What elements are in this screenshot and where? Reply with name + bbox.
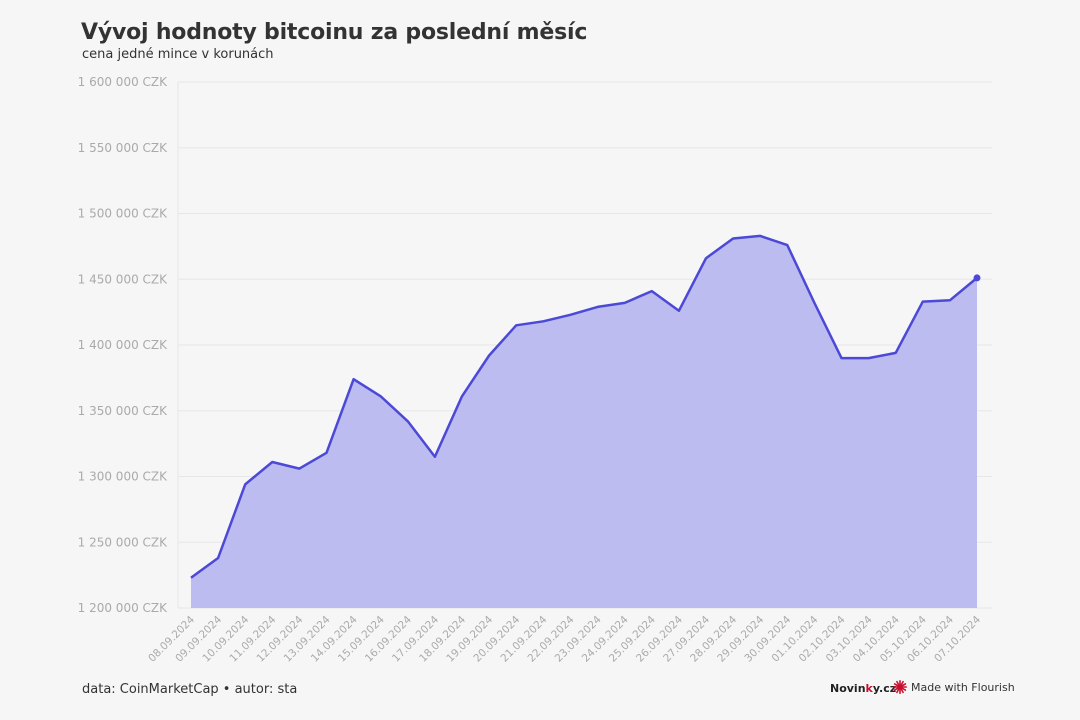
flourish-label: Made with Flourish [911, 680, 1015, 694]
chart-subtitle: cena jedné mince v korunách [82, 47, 274, 62]
brand-main: Novin [830, 682, 866, 695]
area-fill [191, 235, 977, 608]
data-point[interactable] [867, 356, 871, 360]
data-point[interactable] [433, 455, 437, 459]
data-point[interactable] [352, 377, 356, 381]
data-point[interactable] [839, 356, 843, 360]
y-tick-label: 1 250 000 CZK [78, 535, 168, 549]
series-line [190, 234, 978, 579]
data-point[interactable] [921, 300, 925, 304]
starburst-icon [893, 680, 907, 694]
y-tick-label: 1 300 000 CZK [78, 470, 168, 484]
brand-logo[interactable]: Novinky.cz [830, 682, 896, 695]
data-point[interactable] [460, 394, 464, 398]
brand-tail: y.cz [872, 682, 897, 695]
data-point[interactable] [758, 234, 762, 238]
y-tick-label: 1 350 000 CZK [78, 404, 168, 418]
y-tick-label: 1 400 000 CZK [78, 338, 168, 352]
data-point[interactable] [731, 236, 735, 240]
series-area [189, 234, 981, 608]
chart-title: Vývoj hodnoty bitcoinu za poslední měsíc [81, 20, 588, 45]
data-point[interactable] [596, 305, 600, 309]
brand-accent: k [865, 682, 873, 695]
y-tick-label: 1 450 000 CZK [78, 272, 168, 286]
y-tick-label: 1 200 000 CZK [78, 601, 168, 615]
data-point[interactable] [568, 313, 572, 317]
data-point[interactable] [541, 319, 545, 323]
y-axis-labels: 1 200 000 CZK 1 250 000 CZK 1 300 000 CZK 1… [78, 75, 168, 615]
data-point[interactable] [623, 301, 627, 305]
flourish-credit[interactable]: Made with Flourish [893, 680, 1015, 694]
data-point[interactable] [297, 467, 301, 471]
data-point[interactable] [948, 298, 952, 302]
y-tick-label: 1 600 000 CZK [78, 75, 168, 89]
data-point[interactable] [677, 309, 681, 313]
data-point[interactable] [216, 556, 220, 560]
data-point[interactable] [514, 323, 518, 327]
last-data-point[interactable] [973, 274, 981, 282]
data-point[interactable] [650, 289, 654, 293]
data-point[interactable] [379, 394, 383, 398]
data-point[interactable] [812, 301, 816, 305]
x-axis-labels: 08.09.202409.09.202410.09.202411.09.2024… [146, 613, 983, 664]
data-point[interactable] [704, 256, 708, 260]
data-point[interactable] [189, 576, 193, 580]
data-point[interactable] [894, 351, 898, 355]
y-tick-label: 1 500 000 CZK [78, 207, 168, 221]
data-point[interactable] [785, 243, 789, 247]
data-point[interactable] [270, 460, 274, 464]
data-point[interactable] [487, 354, 491, 358]
data-point[interactable] [406, 419, 410, 423]
y-tick-label: 1 550 000 CZK [78, 141, 168, 155]
data-point[interactable] [325, 451, 329, 455]
footer-source: data: CoinMarketCap • autor: sta [82, 682, 298, 697]
data-point[interactable] [243, 482, 247, 486]
